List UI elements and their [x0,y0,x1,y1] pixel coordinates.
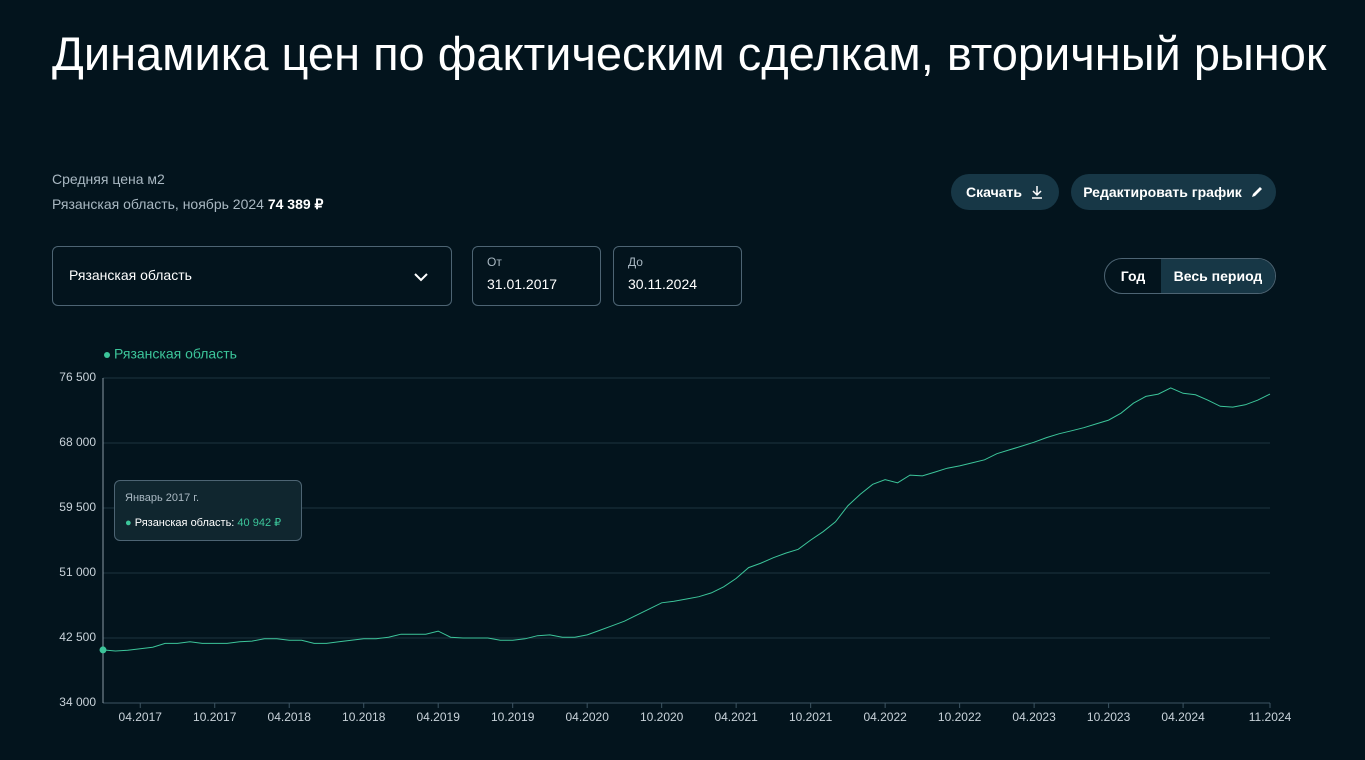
region-line: Рязанская область, ноябрь 2024 74 389 ₽ [52,196,323,213]
x-tick-label: 10.2021 [789,710,833,724]
x-tick-label: 10.2019 [491,710,535,724]
price: 74 389 ₽ [267,196,324,212]
y-tick-label: 42 500 [59,630,96,644]
x-tick-label: 04.2020 [565,710,609,724]
download-text: Скачать [966,184,1022,200]
x-tick-label: 10.2017 [193,710,237,724]
x-tick-label: 11.2024 [1249,710,1292,724]
from-value: 31.01.2017 [487,276,558,292]
y-tick-label: 59 500 [59,500,96,514]
x-tick-label: 10.2023 [1087,710,1131,724]
x-tick-label: 04.2024 [1161,710,1205,724]
to-label: До [628,255,643,269]
y-tick-label: 68 000 [59,435,96,449]
x-tick-label: 10.2018 [342,710,386,724]
download-button[interactable]: Скачать [951,174,1059,210]
region-text: Рязанская область, ноябрь 2024 [52,196,264,212]
region-value: Рязанская область [69,267,192,283]
x-tick-label: 04.2022 [863,710,907,724]
date-to[interactable]: До 30.11.2024 [613,246,742,306]
series-line [102,387,1271,652]
legend-label: Рязанская область [114,346,237,362]
x-tick-label: 04.2021 [714,710,758,724]
region-select[interactable]: Рязанская область [52,246,452,306]
y-tick-label: 34 000 [59,695,96,709]
x-tick-label: 04.2018 [268,710,312,724]
date-from[interactable]: От 31.01.2017 [472,246,601,306]
period-year[interactable]: Год [1120,268,1146,284]
subtitle: Средняя цена м2 [52,171,165,187]
from-label: От [487,255,502,269]
to-value: 30.11.2024 [628,276,698,292]
x-tick-label: 04.2019 [417,710,461,724]
x-tick-label: 04.2023 [1012,710,1056,724]
legend-dot [104,352,110,358]
download-icon [1031,186,1042,199]
edit-button[interactable]: Редактировать график [1071,174,1276,210]
x-tick-label: 04.2017 [119,710,163,724]
tooltip-value: 40 942 ₽ [237,517,282,529]
tooltip-title: Январь 2017 г. [125,492,200,504]
x-tick-label: 10.2022 [938,710,982,724]
period-toggle: Год Весь период [1104,258,1276,294]
chart: 34 000 42 500 51 000 59 500 68 000 76 500 04.2… [59,346,1292,724]
y-tick-label: 51 000 [59,565,96,579]
hover-dot [99,646,107,654]
tooltip-series: Рязанская область: [134,517,235,529]
period-all[interactable]: Весь период [1161,259,1275,293]
tooltip: Январь 2017 г. ● Рязанская область: 40 9… [114,480,302,541]
page-title: Динамика цен по фактическим сделкам, вто… [52,27,1327,80]
edit-text: Редактировать график [1083,184,1242,200]
x-tick-label: 10.2020 [640,710,684,724]
edit-icon [1251,187,1262,197]
tooltip-row: ● Рязанская область: 40 942 ₽ [125,517,282,529]
y-tick-label: 76 500 [59,370,96,384]
chevron [414,273,428,282]
